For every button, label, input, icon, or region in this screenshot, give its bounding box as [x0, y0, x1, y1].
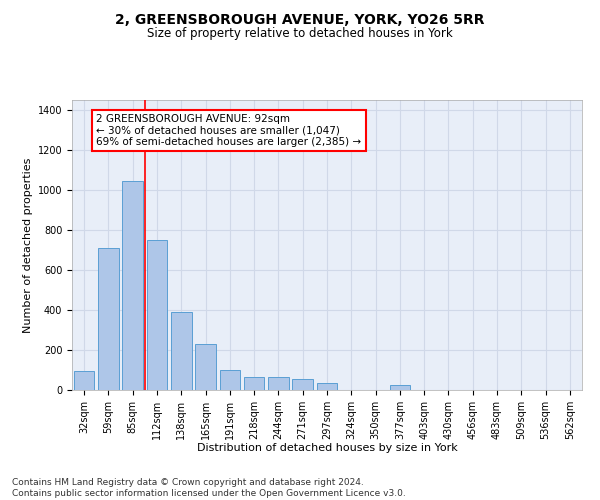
Bar — [98, 248, 119, 390]
Bar — [171, 312, 191, 390]
Text: Size of property relative to detached houses in York: Size of property relative to detached ho… — [147, 28, 453, 40]
Text: 2, GREENSBOROUGH AVENUE, YORK, YO26 5RR: 2, GREENSBOROUGH AVENUE, YORK, YO26 5RR — [115, 12, 485, 26]
Text: 2 GREENSBOROUGH AVENUE: 92sqm
← 30% of detached houses are smaller (1,047)
69% o: 2 GREENSBOROUGH AVENUE: 92sqm ← 30% of d… — [96, 114, 361, 147]
Y-axis label: Number of detached properties: Number of detached properties — [23, 158, 34, 332]
Bar — [244, 377, 265, 390]
Bar — [268, 377, 289, 390]
Bar — [74, 371, 94, 390]
Bar — [292, 379, 313, 390]
Text: Contains HM Land Registry data © Crown copyright and database right 2024.
Contai: Contains HM Land Registry data © Crown c… — [12, 478, 406, 498]
Bar — [146, 240, 167, 390]
Bar — [389, 385, 410, 390]
X-axis label: Distribution of detached houses by size in York: Distribution of detached houses by size … — [197, 444, 457, 454]
Bar — [220, 370, 240, 390]
Bar — [317, 383, 337, 390]
Bar — [195, 344, 216, 390]
Bar — [122, 180, 143, 390]
